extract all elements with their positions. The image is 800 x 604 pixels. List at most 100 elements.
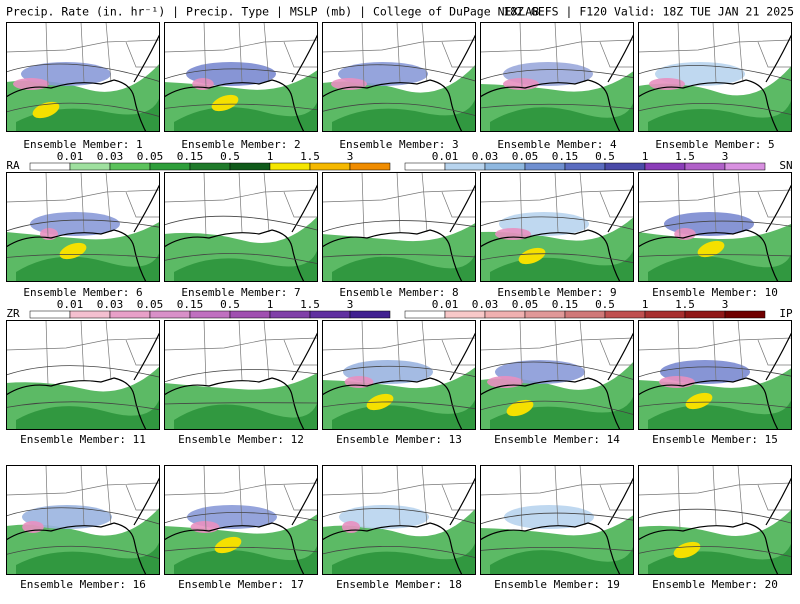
state-borders — [6, 465, 160, 531]
colorbar-swatch — [724, 162, 766, 171]
heavy-rain — [673, 541, 701, 559]
panel-label: Ensemble Member: 13 — [336, 433, 462, 446]
colorbar-label: 3 — [347, 298, 354, 311]
colorbar-swatch — [444, 162, 486, 171]
rain-area-dark — [174, 542, 318, 575]
panel-border — [638, 465, 792, 575]
colorbar-label: 0.01 — [57, 298, 84, 311]
isobar — [480, 103, 634, 110]
colorbar-label: 1.5 — [300, 150, 320, 163]
colorbar-label: 0.5 — [595, 298, 615, 311]
panel-label: Ensemble Member: 16 — [20, 578, 146, 591]
colorbar-label: 1 — [642, 298, 649, 311]
state-borders — [638, 172, 792, 238]
colorbar-swatch — [564, 162, 606, 171]
panel-label: Ensemble Member: 20 — [652, 578, 778, 591]
colorbar-swatch — [564, 310, 606, 319]
isobar — [638, 401, 792, 409]
isobar — [480, 512, 634, 525]
state-borders — [164, 172, 318, 238]
isobar — [638, 103, 792, 116]
panel-border — [164, 320, 318, 430]
rain-area-dark — [648, 540, 792, 575]
isobar — [322, 102, 476, 117]
panel-label: Ensemble Member: 4 — [497, 138, 617, 151]
header-title: Precip. Rate (in. hr⁻¹) | Precip. Type |… — [6, 5, 539, 19]
colorbar-swatch — [309, 310, 351, 319]
isobar — [638, 366, 792, 378]
rain-area-dark — [174, 247, 318, 282]
coastline — [322, 182, 476, 282]
colorbar-swatch — [229, 162, 271, 171]
rain-area-dark — [648, 251, 792, 282]
rain-area-dark — [174, 400, 318, 430]
rain-area-dark — [490, 247, 634, 282]
isobar — [6, 365, 160, 378]
panel-border — [322, 465, 476, 575]
coastline — [164, 182, 318, 282]
rain-area-dark — [490, 393, 634, 430]
map-panel — [164, 22, 318, 132]
rain-area-dark — [16, 250, 160, 282]
mix-area — [659, 376, 695, 388]
colorbar-label: 0.01 — [432, 298, 459, 311]
rain-area-dark — [174, 99, 318, 132]
colorbar-label: 0.5 — [220, 298, 240, 311]
colorbar-swatch — [149, 162, 191, 171]
panel-border — [638, 320, 792, 430]
colorbar-label: 1 — [267, 298, 274, 311]
panel-border — [322, 22, 476, 132]
map-panel — [480, 465, 634, 575]
rain-area-dark — [332, 250, 476, 282]
rain-area-dark — [16, 539, 160, 575]
panel-border — [6, 465, 160, 575]
isobar — [322, 401, 476, 410]
rain-area-dark — [332, 396, 476, 430]
state-borders — [322, 172, 476, 238]
isobar — [638, 220, 792, 234]
map-panel — [480, 172, 634, 282]
map-panel — [638, 320, 792, 430]
state-borders — [638, 465, 792, 531]
colorbar-label: 0.15 — [552, 150, 579, 163]
colorbar-swatch — [444, 310, 486, 319]
heavy-rain — [59, 242, 87, 260]
colorbar-label: 0.03 — [97, 150, 124, 163]
panel-label: Ensemble Member: 17 — [178, 578, 304, 591]
isobar — [164, 215, 318, 231]
panel-label: Ensemble Member: 9 — [497, 286, 616, 299]
colorbar-swatch — [604, 162, 646, 171]
colorbar-label: 0.03 — [97, 298, 124, 311]
coastline — [638, 182, 792, 282]
snow-area — [22, 505, 112, 529]
map-panel — [322, 22, 476, 132]
isobar — [480, 546, 634, 552]
isobar — [164, 546, 318, 553]
snow-area — [339, 505, 429, 529]
colorbar-label: 0.15 — [552, 298, 579, 311]
heavy-rain — [214, 536, 242, 554]
colorbar-label: 0.01 — [432, 150, 459, 163]
map-panel — [638, 22, 792, 132]
panel-label: Ensemble Member: 2 — [181, 138, 300, 151]
map-panel — [480, 320, 634, 430]
colorbar-swatch — [349, 162, 391, 171]
colorbar-label: 1 — [267, 150, 274, 163]
isobar — [322, 508, 476, 525]
colorbar-swatch — [109, 162, 151, 171]
isobar — [164, 369, 318, 383]
isobar — [6, 253, 160, 259]
colorbar-label: 0.05 — [512, 150, 539, 163]
panel-label: Ensemble Member: 18 — [336, 578, 462, 591]
colorbar-swatch — [29, 310, 71, 319]
coastline — [638, 475, 792, 575]
panel-border — [164, 465, 318, 575]
panel-label: Ensemble Member: 15 — [652, 433, 778, 446]
state-borders — [480, 465, 634, 531]
colorbar-swatch — [189, 162, 231, 171]
state-borders — [164, 320, 318, 386]
colorbar-swatch — [269, 310, 311, 319]
coastline — [480, 475, 634, 575]
colorbar-label: 0.05 — [137, 150, 164, 163]
panel-border — [6, 172, 160, 282]
